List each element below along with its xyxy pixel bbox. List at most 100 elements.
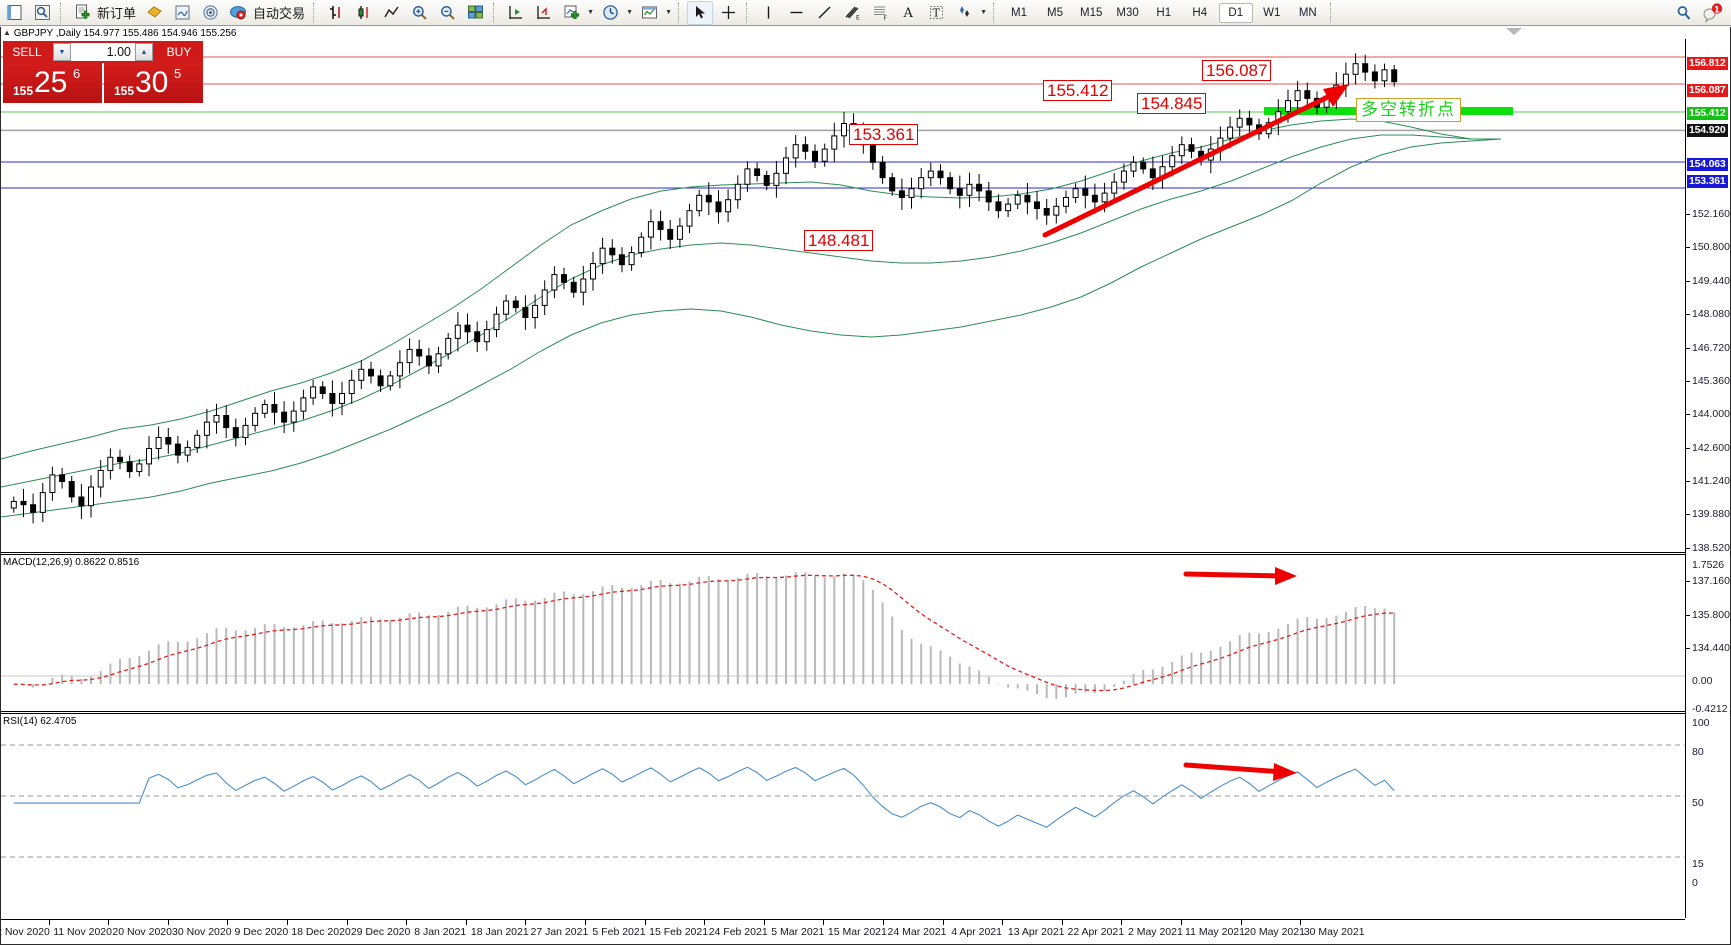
shapes-icon[interactable] xyxy=(951,1,977,25)
metaeditor-icon[interactable] xyxy=(141,1,167,25)
fibonacci-retracement-icon[interactable]: F xyxy=(867,1,893,25)
new-order-label[interactable]: 新订单 xyxy=(97,6,137,21)
price-scale-label: 134.440 xyxy=(1692,642,1730,654)
bar-chart-icon[interactable] xyxy=(322,1,348,25)
vertical-line-icon[interactable] xyxy=(755,1,781,25)
toolbar-separator xyxy=(493,2,497,23)
timeframe-m5[interactable]: M5 xyxy=(1047,6,1064,19)
text-box-icon[interactable]: T xyxy=(923,1,949,25)
time-axis-tick xyxy=(942,920,944,925)
timeframe-m15[interactable]: M15 xyxy=(1080,6,1103,19)
price-scale-tick xyxy=(1686,214,1690,215)
price-pane[interactable] xyxy=(1,39,1685,552)
price-tag-153361[interactable]: 153.361 xyxy=(849,124,919,145)
pane-divider-rsi-top2 xyxy=(1,713,1731,714)
volume-decrease-button[interactable]: ▼ xyxy=(53,43,71,61)
time-axis-label: 2 May 2021 xyxy=(1127,926,1183,938)
timeframe-w1[interactable]: W1 xyxy=(1263,6,1281,19)
time-axis-label: 24 Feb 2021 xyxy=(708,926,768,938)
rsi-pane[interactable] xyxy=(1,715,1685,918)
crosshair-icon[interactable] xyxy=(715,1,741,25)
price-scale-tick xyxy=(1686,547,1690,549)
time-axis-label: 13 Apr 2021 xyxy=(1007,926,1065,938)
indicators-icon[interactable] xyxy=(558,1,584,25)
timeframe-m30[interactable]: M30 xyxy=(1116,6,1139,19)
tile-windows-icon[interactable] xyxy=(462,1,488,25)
search-icon[interactable] xyxy=(1671,1,1697,25)
timeframe-h4[interactable]: H4 xyxy=(1192,6,1208,19)
pane-divider-macd-top xyxy=(1,552,1731,553)
chart-title-bar: ▲ GBPJPY ,Daily 154.977 155.486 154.946 … xyxy=(1,27,1730,39)
bid-price-box[interactable]: 155 25 6 xyxy=(3,63,102,103)
signals-icon[interactable] xyxy=(197,1,223,25)
time-axis-tick xyxy=(167,920,169,925)
time-axis-tick xyxy=(525,920,527,925)
chart-collapse-arrow-icon[interactable] xyxy=(1506,28,1522,35)
chart-collapse-triangle-icon[interactable]: ▲ xyxy=(3,28,11,37)
templates-chevron-down-icon[interactable]: ▼ xyxy=(665,9,672,16)
trendline-icon[interactable] xyxy=(811,1,837,25)
price-scale-label: 135.800 xyxy=(1692,608,1730,621)
equidistant-channel-icon[interactable]: E xyxy=(839,1,865,25)
time-axis-label: 29 Dec 2020 xyxy=(350,926,411,938)
indicators-chevron-down-icon[interactable]: ▼ xyxy=(587,9,594,16)
timeframe-h1[interactable]: H1 xyxy=(1156,6,1172,19)
periodicity-icon[interactable] xyxy=(597,1,623,25)
price-tag-155412[interactable]: 155.412 xyxy=(1043,80,1113,101)
zoom-in-icon[interactable] xyxy=(406,1,432,25)
price-scale[interactable]: 156.812 156.087 155.412 154.920 154.063 … xyxy=(1685,39,1730,918)
trend-reversal-note[interactable]: 多空转折点 xyxy=(1356,98,1461,122)
price-scale-tick xyxy=(1686,380,1690,382)
timeframe-d1[interactable]: D1 xyxy=(1218,2,1253,23)
main-toolbar: 新订单 自动交易 ▼ ▼ ▼ xyxy=(0,0,1731,26)
time-axis-label: 22 Apr 2021 xyxy=(1067,926,1125,938)
market-watch-icon[interactable] xyxy=(29,1,55,25)
candlestick-chart-icon[interactable] xyxy=(350,1,376,25)
scale-badge-155412: 155.412 xyxy=(1687,107,1728,120)
auto-scroll-icon[interactable] xyxy=(530,1,556,25)
time-axis-label: 4 Apr 2021 xyxy=(951,926,1002,938)
price-scale-label: 138.520 xyxy=(1692,541,1730,554)
sell-button[interactable]: SELL xyxy=(3,41,51,63)
templates-icon[interactable] xyxy=(636,1,662,25)
terminal-icon[interactable] xyxy=(1,1,27,25)
horizontal-line-icon[interactable] xyxy=(783,1,809,25)
text-label-icon[interactable]: A xyxy=(895,1,921,25)
price-tag-156087[interactable]: 156.087 xyxy=(1202,60,1272,81)
time-axis-tick xyxy=(585,920,586,925)
new-order-icon[interactable] xyxy=(69,1,95,25)
zoom-out-icon[interactable] xyxy=(434,1,460,25)
macd-scale-max: 1.7526 xyxy=(1692,559,1725,571)
auto-trading-label[interactable]: 自动交易 xyxy=(253,6,306,21)
toolbar-separator xyxy=(678,2,682,23)
periodicity-chevron-down-icon[interactable]: ▼ xyxy=(626,9,633,16)
time-axis-tick xyxy=(1002,920,1004,925)
timeframe-m1[interactable]: M1 xyxy=(1011,6,1028,19)
price-tag-154845[interactable]: 154.845 xyxy=(1137,93,1207,114)
price-scale-label: 141.240 xyxy=(1692,475,1730,488)
time-axis-tick xyxy=(1240,920,1242,925)
cursor-icon[interactable] xyxy=(687,0,714,25)
svg-text:A: A xyxy=(902,6,913,21)
pane-divider-macd-top2 xyxy=(1,554,1731,555)
chart-shift-icon[interactable] xyxy=(502,1,528,25)
one-click-trading-panel[interactable]: SELL ▼ 1.00 ▲ BUY 155 25 6 155 30 5 xyxy=(3,41,203,103)
line-chart-icon[interactable] xyxy=(378,1,404,25)
volume-increase-button[interactable]: ▲ xyxy=(135,43,153,61)
notifications-icon[interactable]: 1 xyxy=(1699,1,1725,25)
expert-advisors-icon[interactable] xyxy=(169,1,195,25)
price-tag-148481[interactable]: 148.481 xyxy=(804,230,874,251)
rsi-indicator-label: RSI(14) 62.4705 xyxy=(3,716,77,727)
shapes-chevron-down-icon[interactable]: ▼ xyxy=(980,9,987,16)
ask-price-box[interactable]: 155 30 5 xyxy=(104,63,203,103)
auto-trading-icon[interactable] xyxy=(225,1,251,25)
bid-big-figure: 155 xyxy=(13,84,34,98)
buy-button[interactable]: BUY xyxy=(155,41,203,63)
price-scale-label: 142.600 xyxy=(1692,441,1730,454)
time-axis-tick xyxy=(108,920,110,925)
volume-input[interactable]: 1.00 xyxy=(71,43,135,61)
uptrend-arrow-annotation xyxy=(1042,84,1349,238)
timeframe-mn[interactable]: MN xyxy=(1298,6,1317,19)
macd-pane[interactable] xyxy=(1,556,1685,711)
time-axis: 2 Nov 2020 11 Nov 2020 20 Nov 2020 30 Nov 2… xyxy=(0,919,1685,944)
